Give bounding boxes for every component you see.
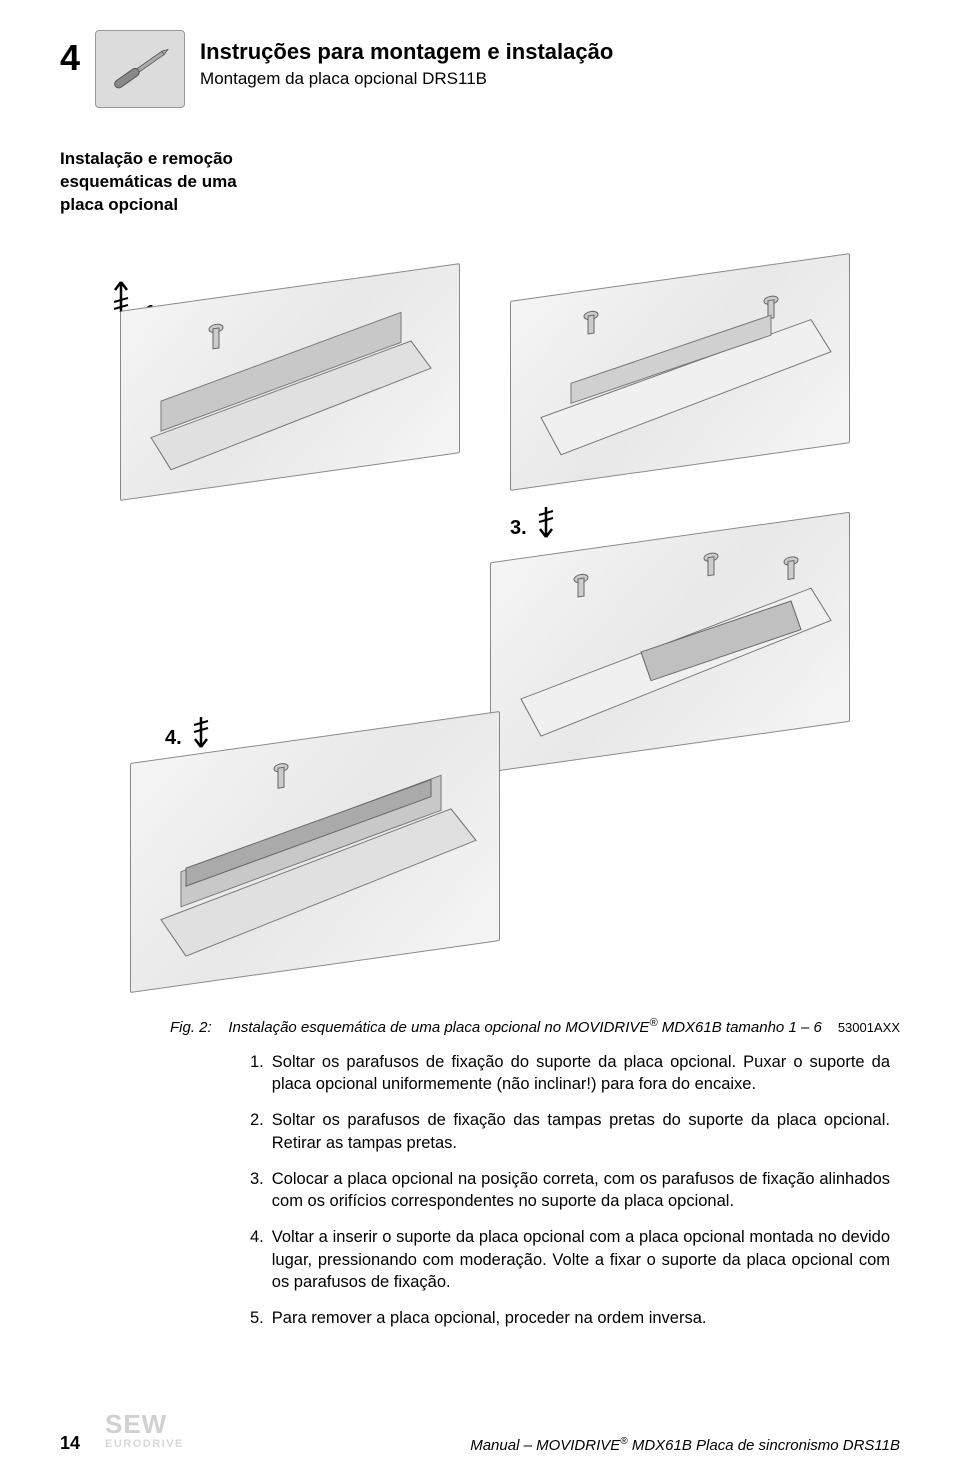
page-footer: 14 SEW EURODRIVE Manual – MOVIDRIVE® MDX…	[60, 1433, 900, 1454]
figure-caption-row: Fig. 2: Instalação esquemática de uma pl…	[170, 1017, 900, 1036]
instruction-text: Colocar a placa opcional na posição corr…	[272, 1168, 890, 1213]
footer-text-2: MDX61B Placa de sincronismo DRS11B	[628, 1437, 900, 1454]
diagram-panel-1	[120, 263, 460, 501]
registered-mark: ®	[620, 1436, 627, 1447]
figure-text-2: MDX61B tamanho 1 – 6	[658, 1019, 822, 1036]
instruction-text: Para remover a placa opcional, proceder …	[272, 1307, 707, 1329]
instruction-item: 3. Colocar a placa opcional na posição c…	[250, 1168, 890, 1213]
page-header: 4 Instruções para montagem e instalação …	[60, 30, 900, 108]
instruction-number: 5.	[250, 1307, 264, 1329]
sew-logo: SEW EURODRIVE	[105, 1411, 245, 1456]
arrow-down-icon	[535, 497, 557, 547]
manual-page: 4 Instruções para montagem e instalação …	[0, 0, 960, 1479]
instruction-item: 4. Voltar a inserir o suporte da placa o…	[250, 1226, 890, 1293]
diagram-step-4: 4.	[165, 727, 182, 750]
diagram-panel-2	[510, 253, 850, 491]
registered-mark: ®	[649, 1017, 657, 1029]
diagram-panel-4	[130, 711, 500, 993]
figure-code: 53001AXX	[838, 1020, 900, 1035]
figure-prefix: Fig. 2:	[170, 1019, 212, 1036]
instruction-number: 1.	[250, 1051, 264, 1096]
instruction-text: Soltar os parafusos de fixação das tampa…	[272, 1109, 890, 1154]
instruction-item: 1. Soltar os parafusos de fixação do sup…	[250, 1051, 890, 1096]
footer-text-1: Manual – MOVIDRIVE	[470, 1437, 620, 1454]
instruction-number: 3.	[250, 1168, 264, 1213]
instruction-text: Voltar a inserir o suporte da placa opci…	[272, 1226, 890, 1293]
instruction-item: 2. Soltar os parafusos de fixação das ta…	[250, 1109, 890, 1154]
svg-text:EURODRIVE: EURODRIVE	[105, 1438, 184, 1450]
instruction-item: 5. Para remover a placa opcional, proced…	[250, 1307, 890, 1329]
instruction-text: Soltar os parafusos de fixação do suport…	[272, 1051, 890, 1096]
header-text-block: Instruções para montagem e instalação Mo…	[200, 30, 613, 89]
svg-text:SEW: SEW	[105, 1411, 167, 1439]
diagram-step-3: 3.	[510, 517, 527, 540]
section-number: 4	[60, 30, 80, 76]
page-subtitle: Montagem da placa opcional DRS11B	[200, 69, 613, 89]
screwdriver-icon	[95, 30, 185, 108]
figure-text-1: Instalação esquemática de uma placa opci…	[228, 1019, 649, 1036]
arrow-down-icon	[190, 707, 212, 757]
page-title: Instruções para montagem e instalação	[200, 38, 613, 67]
instruction-number: 4.	[250, 1226, 264, 1293]
assembly-diagram: 1. 2. 3.	[60, 237, 900, 997]
figure-caption: Fig. 2: Instalação esquemática de uma pl…	[170, 1017, 822, 1036]
diagram-panel-3	[490, 512, 850, 773]
page-number: 14	[60, 1433, 80, 1454]
instruction-list: 1. Soltar os parafusos de fixação do sup…	[250, 1051, 890, 1330]
footer-manual-title: Manual – MOVIDRIVE® MDX61B Placa de sinc…	[470, 1436, 900, 1454]
instruction-number: 2.	[250, 1109, 264, 1154]
section-heading: Instalação e remoção esquemáticas de uma…	[60, 148, 260, 217]
